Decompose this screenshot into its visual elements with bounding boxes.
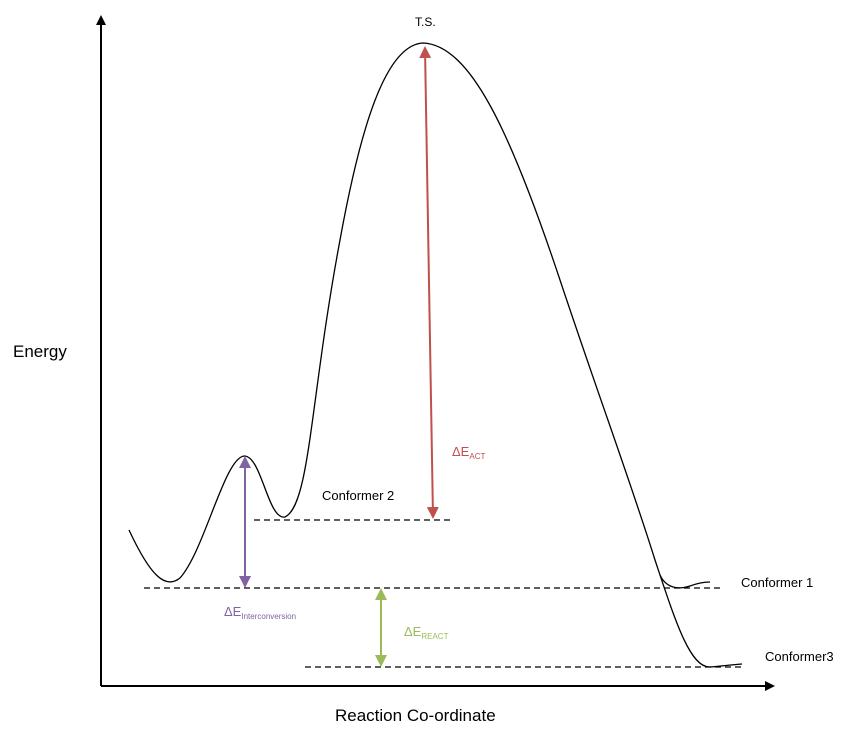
axes <box>96 15 775 691</box>
delta-e-act-label: ΔEACT <box>452 444 485 461</box>
conformer-2-label: Conformer 2 <box>322 488 394 503</box>
delta-e-react-label: ΔEREACT <box>404 624 449 641</box>
conformer-1-label: Conformer 1 <box>741 575 813 590</box>
conformer-3-label: Conformer3 <box>765 649 834 664</box>
energy-profile-curve <box>128 42 743 668</box>
delta-e-act-arrow <box>419 46 439 519</box>
y-axis-label: Energy <box>13 342 67 361</box>
ts-label: T.S. <box>415 15 436 29</box>
conformer-1-minimum-curve <box>659 574 711 589</box>
energy-levels <box>144 519 742 668</box>
delta-e-interconversion-label: ΔEInterconversion <box>224 604 296 621</box>
x-axis-label: Reaction Co-ordinate <box>335 706 496 725</box>
